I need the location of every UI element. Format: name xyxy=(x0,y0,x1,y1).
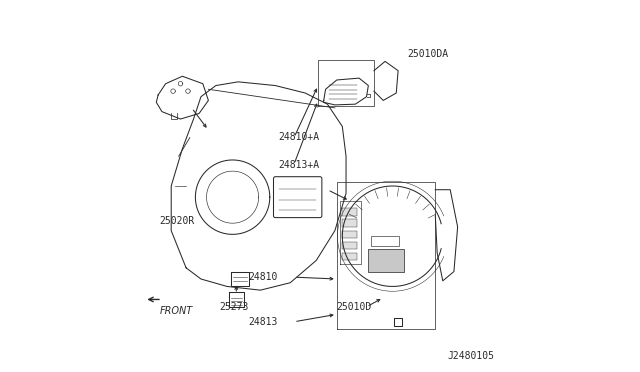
Text: 25020R: 25020R xyxy=(159,217,195,226)
Text: 25010D: 25010D xyxy=(336,302,371,312)
Bar xyxy=(342,253,357,260)
Text: J2480105: J2480105 xyxy=(448,351,495,361)
Bar xyxy=(342,208,357,216)
FancyBboxPatch shape xyxy=(273,177,322,218)
Bar xyxy=(342,219,357,227)
Text: 24810+A: 24810+A xyxy=(278,132,319,142)
Text: 25273: 25273 xyxy=(220,302,249,312)
Bar xyxy=(371,236,399,246)
Text: 25010DA: 25010DA xyxy=(408,49,449,59)
Text: 24813: 24813 xyxy=(248,317,277,327)
Bar xyxy=(369,249,404,272)
Text: 24810: 24810 xyxy=(248,272,277,282)
Bar xyxy=(342,242,357,249)
Bar xyxy=(342,231,357,238)
Text: FRONT: FRONT xyxy=(159,306,193,316)
Text: 24813+A: 24813+A xyxy=(278,160,319,170)
